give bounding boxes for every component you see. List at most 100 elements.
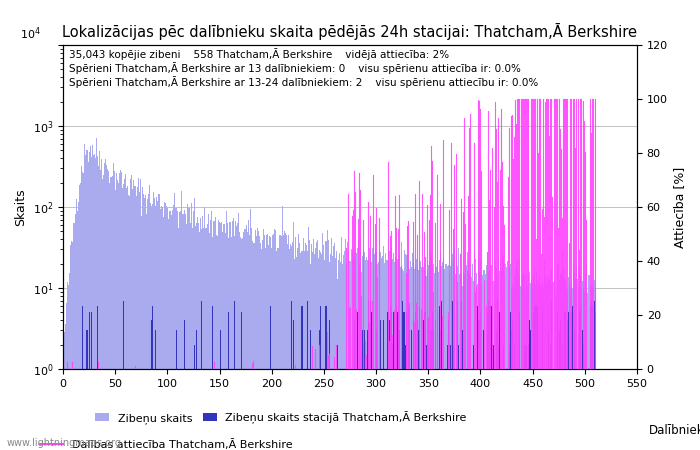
Bar [368,301,370,450]
Bar [478,257,479,450]
Bar [498,312,500,450]
Bar [194,198,195,450]
Bar [424,312,425,450]
Bar [107,169,108,450]
Bar [394,312,395,450]
Bar [315,248,316,450]
Bar [390,252,391,450]
Bar [259,236,260,450]
Bar [402,312,404,450]
Bar [306,245,307,450]
Bar [483,330,484,450]
Bar [138,178,139,450]
Bar [224,224,225,450]
Bar [204,207,206,450]
Bar [92,155,94,450]
Bar [458,345,459,450]
Bar [393,253,394,450]
Bar [431,330,432,450]
Bar [550,271,551,450]
Bar [406,255,407,450]
Bar [591,285,592,450]
Bar [528,345,529,450]
Bar [362,330,363,450]
Bar [245,230,246,450]
Bar [142,187,143,450]
Bar [470,277,472,450]
Bar [524,345,525,450]
Bar [407,256,408,450]
Bar [151,320,152,450]
Bar [387,260,388,450]
Bar [230,237,232,450]
Bar [526,275,527,450]
Bar [273,234,274,450]
Text: $10^4$: $10^4$ [20,25,41,42]
Bar [527,286,528,450]
Bar [94,158,96,450]
Bar [332,246,334,450]
Bar [130,180,132,450]
Bar [570,284,572,450]
Bar [109,183,111,450]
Bar [310,264,311,450]
Bar [351,251,353,450]
Bar [556,291,557,450]
Bar [370,301,372,450]
Bar [239,233,240,450]
Bar [176,330,177,450]
Bar [187,204,188,450]
Bar [379,252,381,450]
Bar [120,170,121,450]
Bar [150,203,151,450]
Bar [384,263,385,450]
Bar [546,369,547,450]
Bar [298,234,300,450]
Bar [216,235,217,450]
Bar [379,320,381,450]
Bar [103,175,104,450]
Bar [300,253,302,450]
Bar [166,206,167,450]
Bar [366,257,368,450]
Bar [328,320,330,450]
Bar [127,186,128,450]
Bar [211,237,213,450]
Bar [546,283,547,450]
Bar [393,312,394,450]
Bar [477,306,478,450]
Bar [211,306,213,450]
Bar [491,265,493,450]
Bar [390,306,391,450]
Bar [434,273,435,450]
Bar [553,369,554,450]
Bar [427,345,428,450]
Bar [118,183,119,450]
Bar [407,369,408,450]
Bar [514,345,515,450]
Bar [435,265,436,450]
Bar [494,260,496,450]
Bar [573,264,574,450]
Bar [463,273,464,450]
Bar [285,233,286,450]
Bar [476,274,477,450]
Bar [564,279,566,450]
Bar [346,265,347,450]
Bar [97,306,98,450]
Bar [592,306,593,450]
Bar [240,237,241,450]
Bar [533,276,534,450]
Bar [283,235,284,450]
Bar [68,285,69,450]
Bar [432,266,433,450]
Bar [404,312,405,450]
Bar [119,173,120,450]
Bar [326,230,328,450]
Bar [360,235,361,450]
Bar [527,369,528,450]
Bar [270,306,271,450]
Bar [293,320,294,450]
Bar [581,289,582,450]
Bar [408,306,409,450]
